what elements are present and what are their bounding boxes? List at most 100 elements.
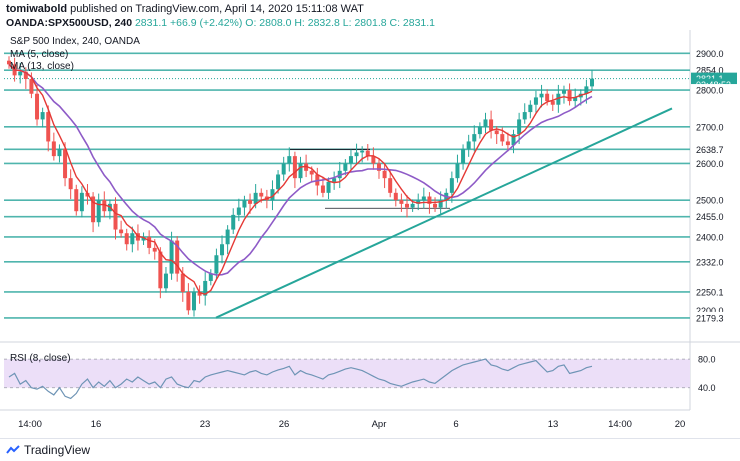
candle-body [354,152,359,157]
candle-body [253,192,258,204]
candle-body [405,203,410,208]
candle-body [438,200,443,208]
chart-area[interactable]: 2900.02854.02831.102:48:532800.02700.026… [0,30,740,435]
price-tag-bg [691,285,737,298]
candle-body [29,79,34,94]
candle-body [236,207,241,215]
price-axis-label: 2600.0 [696,159,724,169]
candle-body [320,185,325,193]
candle-body [449,178,454,193]
candle-body [489,119,494,131]
price-tag-bg [691,255,737,268]
price-axis-label: 2800.0 [696,86,724,96]
candle-body [382,170,387,179]
candle-body [287,156,292,164]
price-axis-label: 2400.0 [696,232,724,242]
candle-body [365,150,370,157]
candle-body [208,273,213,281]
price-axis-label: 2250.1 [696,287,724,297]
ma13-legend[interactable]: MA (13, close) [10,61,74,72]
candle-body [281,163,286,175]
candle-body [455,163,460,179]
price-axis-label: 2900.0 [696,49,724,59]
candle-body [539,93,544,98]
price-axis-label: 2455.0 [696,212,724,222]
time-axis-label: 14:00 [18,419,42,430]
candle-body [163,273,168,289]
candle-body [74,189,79,212]
candle-body [332,178,337,182]
brand-label: TradingView [24,443,91,457]
time-axis-label: 6 [453,419,458,430]
candle-body [51,141,56,157]
candle-body [35,93,40,120]
candle-body [410,203,415,208]
candle-body [191,291,196,311]
time-axis-label: 16 [91,419,102,430]
candle-body [203,280,208,296]
tradingview-brand[interactable]: TradingView [6,443,90,457]
candle-body [68,178,73,190]
candle-body [292,156,297,179]
ohlc-line: OANDA:SPX500USD, 240 2831.1 +66.9 (+2.42… [6,17,435,29]
candle-body [517,119,522,135]
price-tag-bg [691,157,737,170]
candle-body [556,93,561,105]
candle-body [388,178,393,193]
candle-body [63,148,68,179]
candle-body [225,229,230,245]
candle-body [18,71,23,76]
candle-body [276,174,281,190]
price-tag-bg [691,311,737,324]
ma5-line [8,63,593,295]
candle-body [242,200,247,208]
candle-body [511,134,516,146]
price-tag-bg [691,194,737,207]
candle-body [522,112,527,120]
candle-body [584,86,589,94]
candle-body [46,112,51,142]
price-tag-bg [691,143,737,156]
price-axis-label: 2200.0 [696,306,724,316]
candle-body [113,203,118,230]
candle-body [152,247,157,252]
time-axis-label: 14:00 [608,419,632,430]
ma5-legend[interactable]: MA (5, close) [10,49,69,60]
rsi-line [8,358,593,400]
candle-body [298,163,303,179]
price-axis-label: 2332.0 [696,257,724,267]
candle-body [371,156,376,164]
rsi-axis-label: 80.0 [698,355,716,365]
ohlc-values: 2831.1 +66.9 (+2.42%) O: 2808.0 H: 2832.… [134,17,436,29]
price-chart[interactable]: 2900.02854.02831.102:48:532800.02700.026… [0,30,740,435]
rsi-legend[interactable]: RSI (8, close) [10,353,71,364]
candle-body [175,240,180,274]
candle-body [561,90,566,94]
candle-body [393,192,398,201]
author-name[interactable]: tomiwabold [6,3,68,15]
candle-body [427,196,432,204]
price-tag-bg [691,230,737,243]
candle-body [416,200,421,204]
trend-line [215,107,673,319]
candle-body [528,104,533,113]
time-axis-label: Apr [372,419,387,430]
rsi-axis-label: 40.0 [698,383,716,393]
candle-body [186,291,191,311]
publish-line: tomiwabold published on TradingView.com,… [6,3,364,15]
candle-body [533,97,538,105]
candle-body [169,240,174,274]
candle-body [23,71,28,80]
candle-body [573,97,578,102]
candle-body [91,196,96,223]
candle-body [119,229,124,234]
candle-body [220,244,225,256]
candle-body [433,203,438,208]
candle-body [197,291,202,296]
candle-body [550,101,555,105]
price-axis-label: 2854.0 [696,66,724,76]
price-tag-bg [691,47,737,60]
candle-body [360,150,365,153]
candle-body [309,170,314,175]
candle-body [214,255,219,274]
